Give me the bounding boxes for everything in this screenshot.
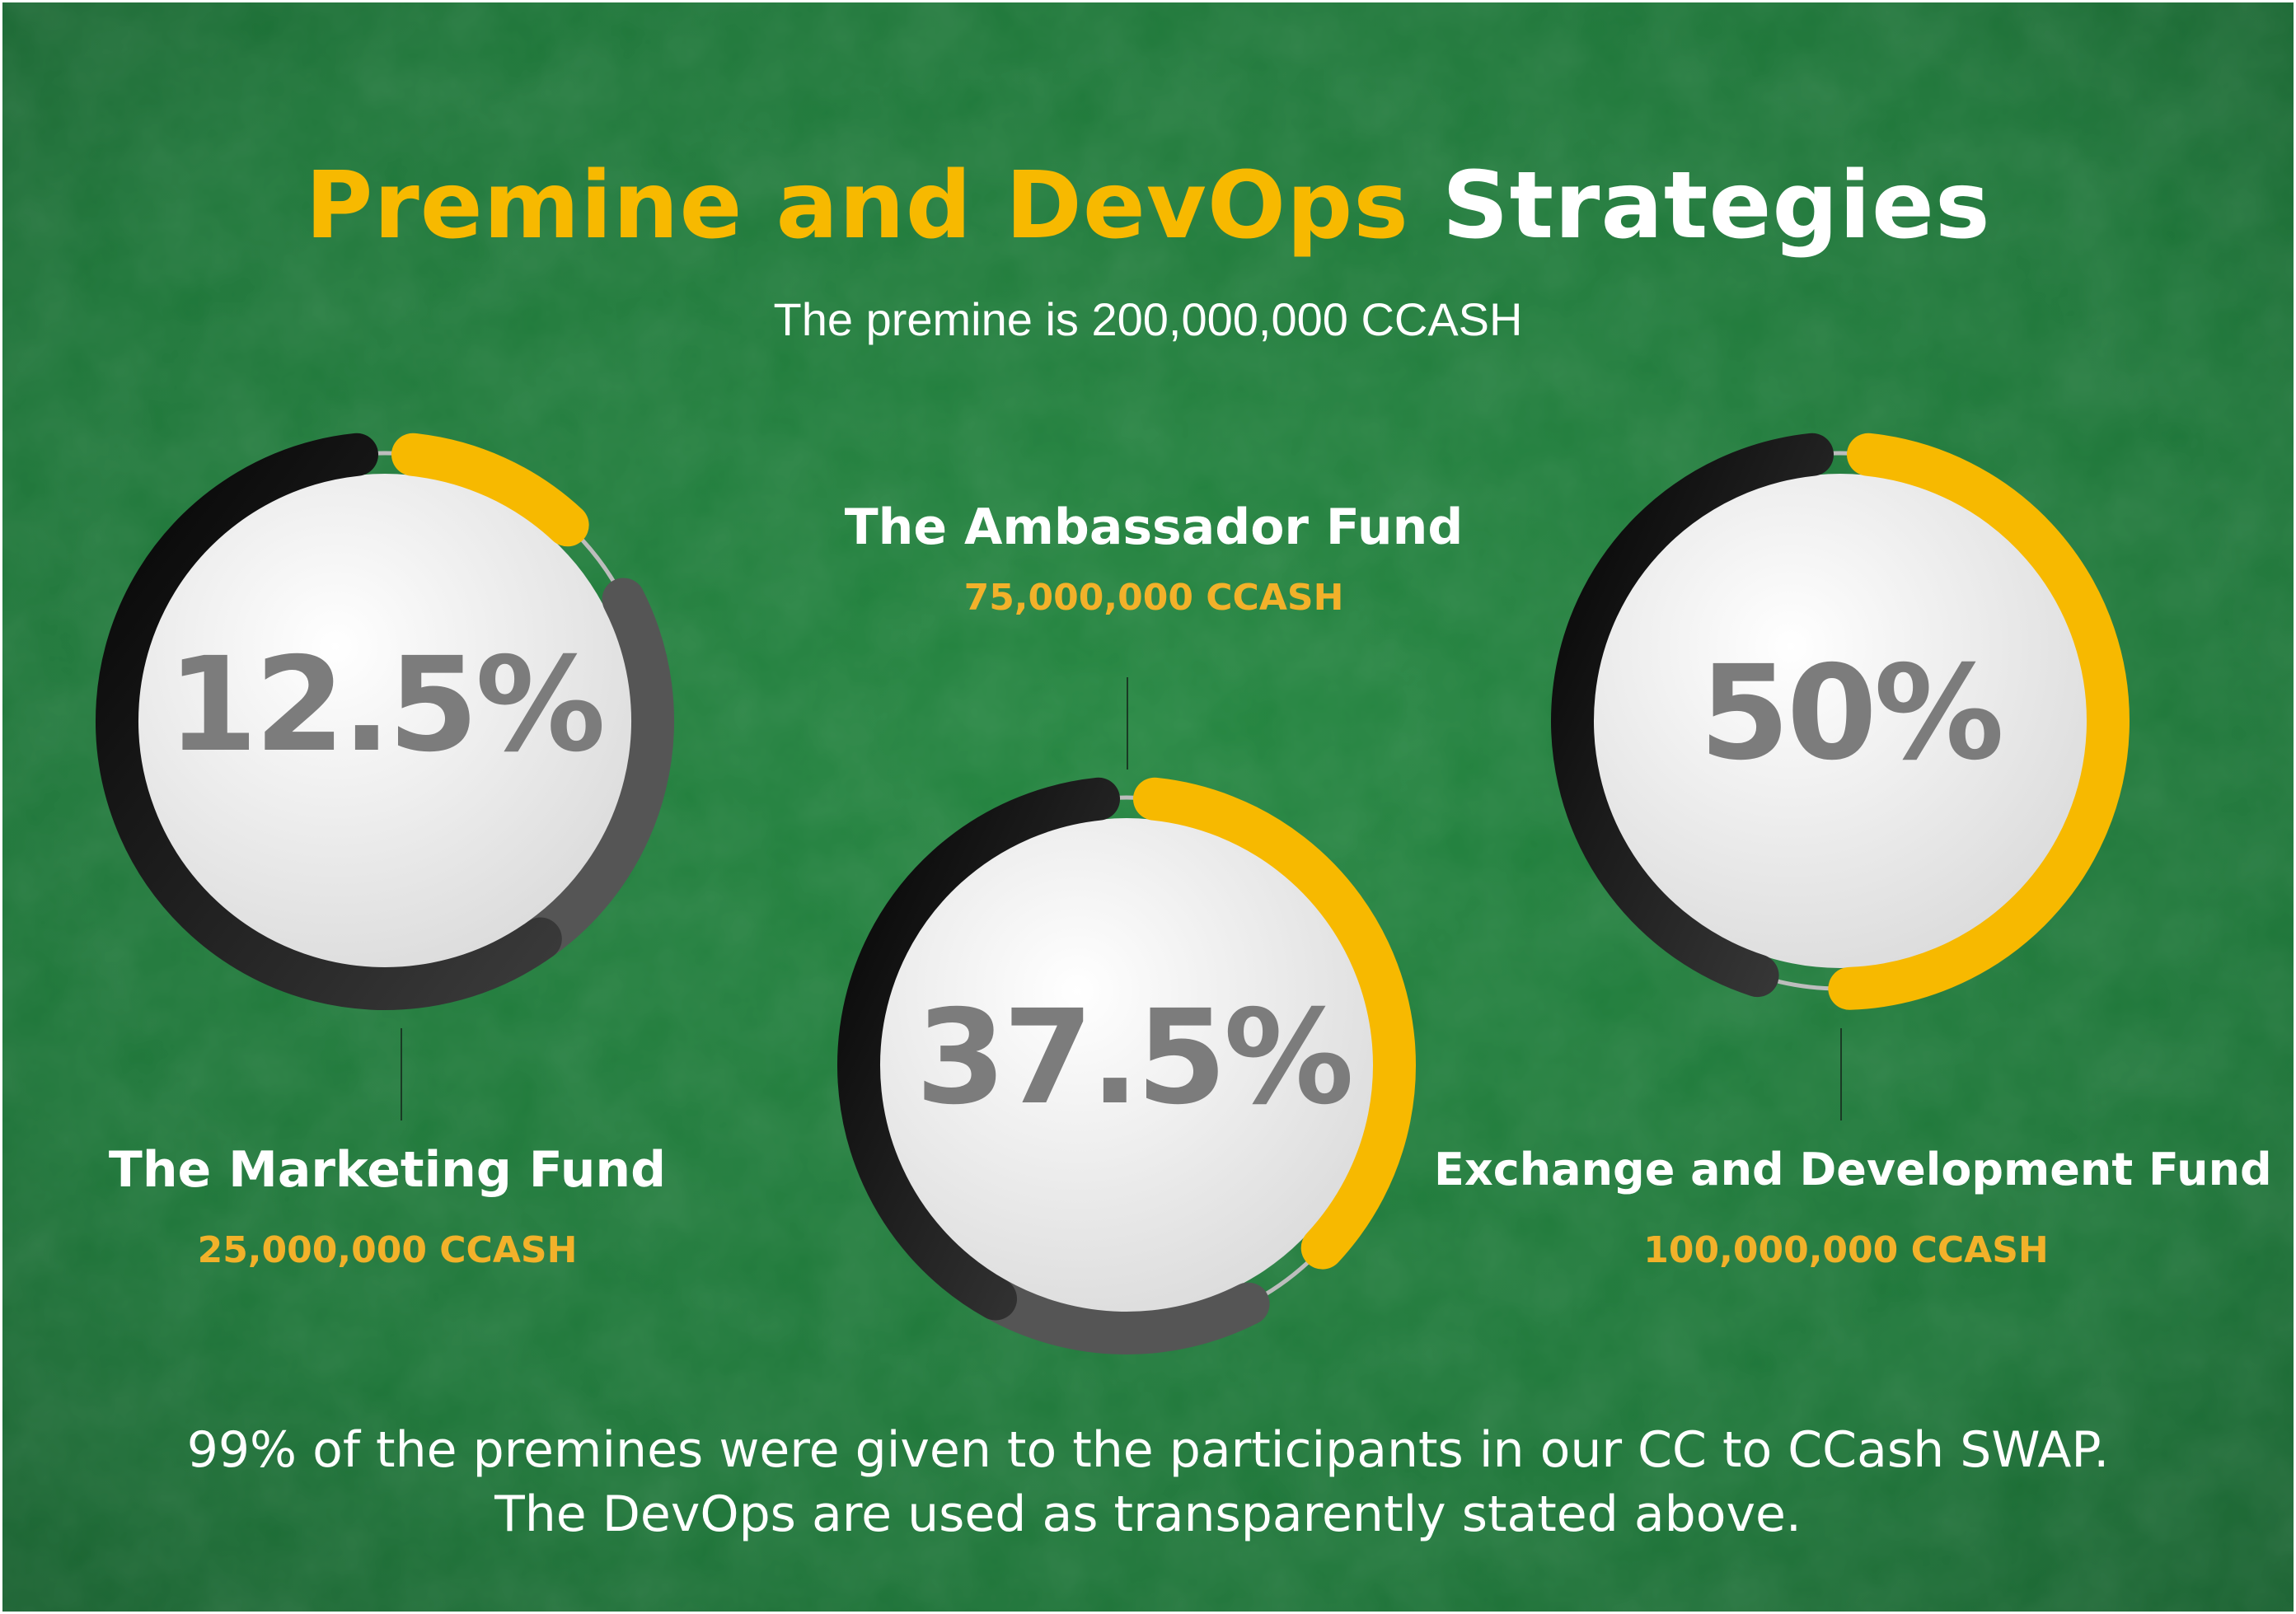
title-accent: Premine and DevOps	[305, 152, 1409, 260]
donut-rest-dark-ambassador	[837, 777, 1121, 1321]
donut-face-marketing	[138, 474, 632, 968]
percent-label-marketing: 12.5%	[166, 629, 606, 781]
donut-rest-gray-marketing	[518, 578, 674, 961]
page-title: Premine and DevOps Strategies	[0, 152, 2296, 260]
donut-slice-marketing	[391, 433, 589, 547]
connector-exchange	[1840, 1028, 1842, 1120]
donut-rest-gray-ambassador	[974, 1277, 1270, 1354]
connector-ambassador	[1127, 677, 1128, 770]
donut-slice-ambassador	[1132, 777, 1416, 1270]
footer-line-2: The DevOps are used as transparently sta…	[494, 1485, 1802, 1543]
percent-label-exchange: 50%	[1699, 638, 2004, 789]
fund-amount-marketing: 25,000,000 CCASH	[197, 1229, 578, 1271]
footer-line-1: 99% of the premines were given to the pa…	[186, 1421, 2110, 1479]
percent-label-ambassador: 37.5%	[915, 982, 1354, 1134]
donut-rest-dark-marketing	[96, 433, 562, 1010]
donut-face-exchange	[1593, 474, 2087, 968]
donut-rest-dark-exchange	[1551, 433, 1834, 998]
fund-name-exchange: Exchange and Development Fund	[1434, 1144, 2272, 1195]
fund-name-marketing: The Marketing Fund	[108, 1141, 667, 1199]
connector-marketing	[401, 1028, 402, 1120]
page-subtitle: The premine is 200,000,000 CCASH	[773, 293, 1523, 345]
fund-amount-exchange: 100,000,000 CCASH	[1643, 1229, 2049, 1271]
donut-slice-exchange	[1828, 433, 2130, 1010]
donut-face-ambassador	[879, 818, 1374, 1312]
fund-name-ambassador: The Ambassador Fund	[844, 498, 1464, 556]
fund-amount-ambassador: 75,000,000 CCASH	[963, 577, 1344, 619]
title-plain: Strategies	[1441, 152, 1991, 260]
